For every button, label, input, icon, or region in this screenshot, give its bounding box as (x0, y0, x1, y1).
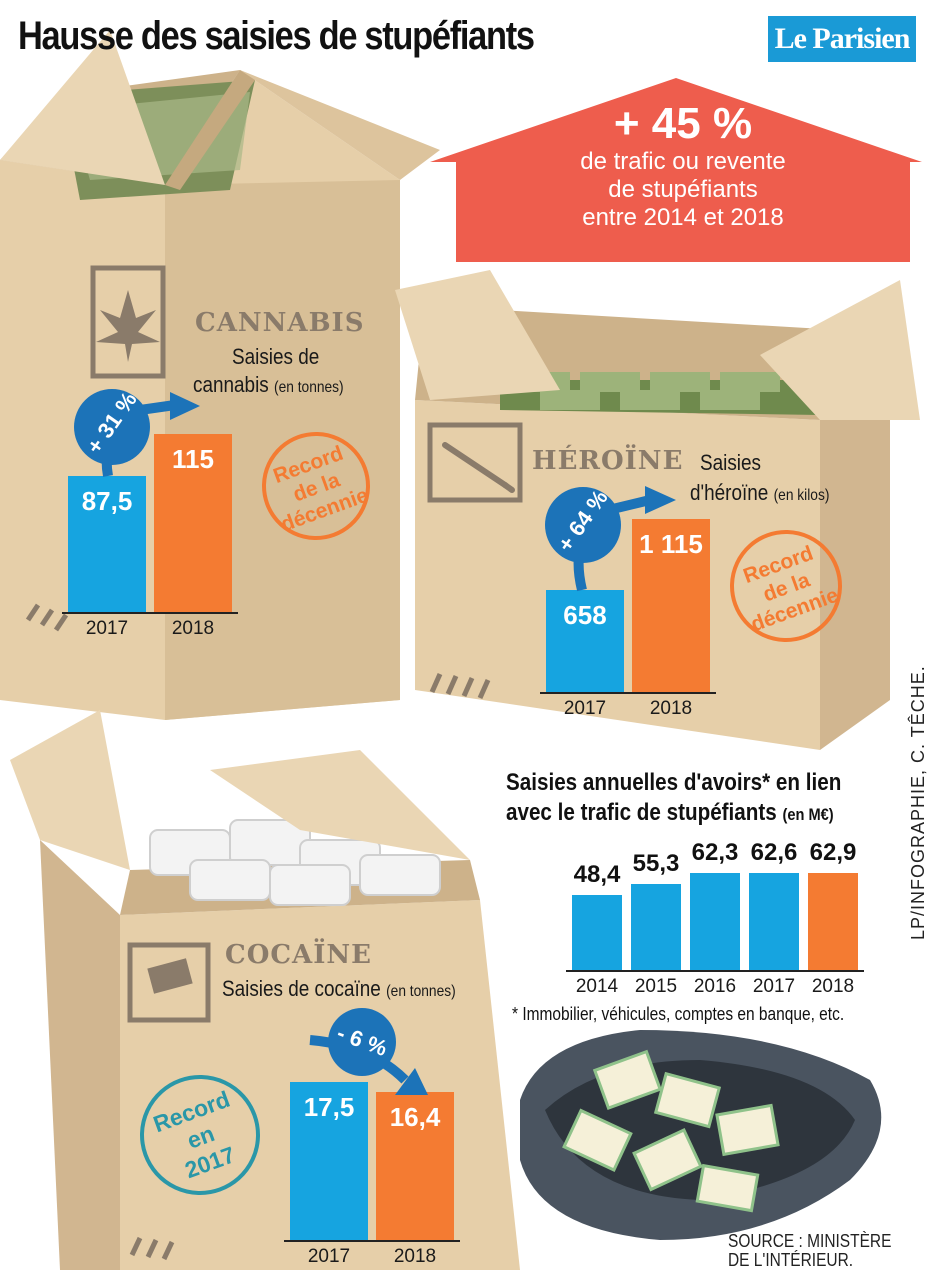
heroine-value-2018: 1 115 (639, 529, 703, 559)
cocaine-baseline (284, 1240, 460, 1242)
avoirs-bar-2017 (749, 873, 799, 970)
heroine-label: HÉROÏNE (532, 446, 684, 476)
cannabis-value-2018: 115 (172, 444, 214, 474)
avoirs-baseline (566, 970, 864, 972)
cocaine-label: COCAÏNE (225, 940, 372, 970)
source-line1: SOURCE : MINISTÈRE (728, 1231, 892, 1251)
headline-line3: entre 2014 et 2018 (582, 204, 784, 231)
avoirs-bar-2014 (572, 895, 622, 970)
avoirs-value-2018: 62,9 (809, 839, 857, 866)
avoirs-year-2016: 2016 (693, 976, 737, 997)
headline-banner (430, 78, 922, 262)
cocaine-bar-2017 (290, 1082, 368, 1240)
le-parisien-logo: Le Parisien (768, 16, 916, 62)
cocaine-year-2018: 2018 (393, 1246, 437, 1267)
source-line2: DE L'INTÉRIEUR. (728, 1250, 854, 1270)
cannabis-year-2018: 2018 (171, 618, 215, 639)
cannabis-baseline (62, 612, 238, 614)
source-text: SOURCE : MINISTÈRE DE L'INTÉRIEUR. (728, 1232, 891, 1270)
cocaine-value-2017: 17,5 (303, 1092, 355, 1122)
cocaine-desc: Saisies de cocaïne (en tonnes) (222, 976, 456, 1001)
page-title: Hausse des saisies de stupéfiants (18, 14, 535, 58)
heroine-year-2018: 2018 (649, 698, 693, 719)
headline-text: + 45 % de trafic ou revente de stupéfian… (456, 100, 910, 232)
money-bag-illustration (520, 1030, 882, 1240)
cannabis-value-2017: 87,5 (81, 486, 133, 516)
avoirs-value-2017: 62,6 (750, 839, 798, 866)
credit-text: LP/INFOGRAPHIE, C. TÊCHE. (908, 665, 928, 940)
avoirs-value-2014: 48,4 (573, 861, 621, 888)
avoirs-bar-2018 (808, 873, 858, 970)
cannabis-desc2: cannabis (en tonnes) (193, 372, 344, 397)
avoirs-bar-2016 (690, 873, 740, 970)
headline-big: + 45 % (613, 99, 753, 148)
avoirs-year-2014: 2014 (575, 976, 619, 997)
headline-line2: de stupéfiants (608, 176, 758, 203)
heroine-baseline (540, 692, 716, 694)
cocaine-value-2018: 16,4 (389, 1102, 441, 1132)
avoirs-year-2018: 2018 (811, 976, 855, 997)
cannabis-desc1: Saisies de (232, 344, 320, 369)
avoirs-bar-2015 (631, 884, 681, 970)
avoirs-footnote: * Immobilier, véhicules, comptes en banq… (512, 1004, 845, 1024)
cannabis-label: CANNABIS (195, 308, 365, 338)
cocaine-year-2017: 2017 (307, 1246, 351, 1267)
heroine-year-2017: 2017 (563, 698, 607, 719)
avoirs-year-2015: 2015 (634, 976, 678, 997)
cocaine-bar-2018 (376, 1092, 454, 1240)
cannabis-year-2017: 2017 (85, 618, 129, 639)
cannabis-bar-2017 (68, 476, 146, 612)
heroine-desc2: d'héroïne (en kilos) (690, 480, 830, 505)
avoirs-title-line2: avec le trafic de stupéfiants (en M€) (506, 799, 834, 826)
heroine-desc1: Saisies (700, 450, 761, 475)
avoirs-title-line1: Saisies annuelles d'avoirs* en lien (506, 769, 842, 796)
avoirs-value-2016: 62,3 (691, 839, 739, 866)
heroine-value-2017: 658 (563, 600, 607, 630)
avoirs-value-2015: 55,3 (632, 850, 680, 877)
headline-line1: de trafic ou revente (580, 148, 786, 175)
avoirs-year-2017: 2017 (752, 976, 796, 997)
heroine-bar-2017 (546, 590, 624, 692)
avoirs-title: Saisies annuelles d'avoirs* en lien avec… (506, 768, 841, 830)
